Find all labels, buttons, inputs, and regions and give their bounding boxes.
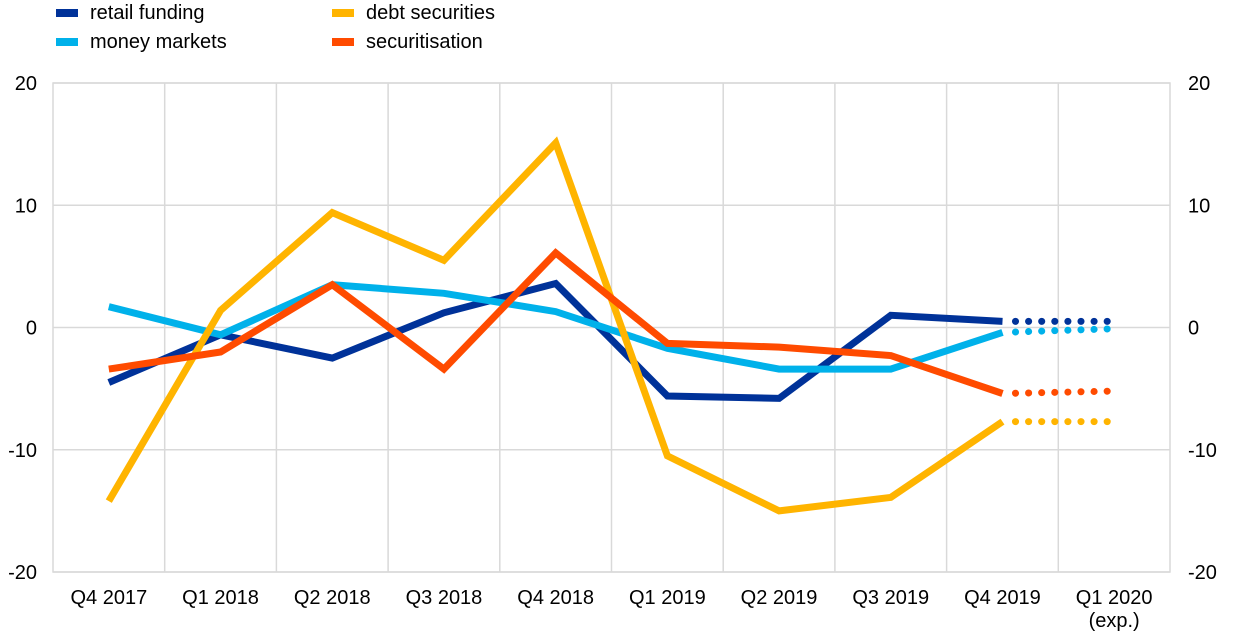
y-tick-label-left: 0	[26, 318, 37, 340]
series-expected-securitisation	[1011, 387, 1118, 397]
legend-item-money-markets: money markets	[56, 32, 227, 52]
series-line-securitisation	[108, 248, 1004, 397]
legend-item-retail-funding: retail funding	[56, 3, 205, 23]
y-tick-label-right: -20	[1188, 562, 1217, 584]
legend-label-debt-securities: debt securities	[366, 2, 495, 24]
series-line-retail-funding	[107, 279, 1003, 402]
x-tick-label: Q1 2020	[1076, 587, 1153, 609]
y-tick-label-left: 10	[15, 195, 37, 217]
legend-item-securitisation: securitisation	[332, 32, 483, 52]
legend-swatch-money-markets	[56, 38, 78, 46]
legend-item-debt-securities: debt securities	[332, 3, 495, 23]
legend-swatch-securitisation	[332, 38, 354, 46]
x-tick-sublabel: (exp.)	[1089, 610, 1140, 632]
y-tick-label-right: 10	[1188, 195, 1210, 217]
x-tick-label: Q2 2018	[294, 587, 371, 609]
series-line-money-markets	[107, 281, 1004, 373]
y-tick-label-left: -10	[8, 440, 37, 462]
y-tick-label-right: 0	[1188, 318, 1199, 340]
x-tick-label: Q1 2018	[182, 587, 259, 609]
y-tick-label-right: 20	[1188, 73, 1210, 95]
plot-frame	[52, 82, 1171, 573]
x-tick-label: Q4 2019	[964, 587, 1041, 609]
series-expected-money-markets	[1011, 325, 1118, 336]
x-tick-label: Q4 2018	[517, 587, 594, 609]
x-tick-label: Q1 2019	[629, 587, 706, 609]
y-tick-label-left: 20	[15, 73, 37, 95]
x-tick-label: Q4 2017	[70, 587, 147, 609]
series-line-debt-securities	[105, 136, 1005, 515]
x-tick-label: Q3 2018	[406, 587, 483, 609]
x-tick-label: Q2 2019	[741, 587, 818, 609]
legend-swatch-retail-funding	[56, 9, 78, 17]
legend-label-retail-funding: retail funding	[90, 2, 205, 24]
legend-label-money-markets: money markets	[90, 31, 227, 53]
y-tick-label-right: -10	[1188, 440, 1217, 462]
legend-swatch-debt-securities	[332, 9, 354, 17]
y-tick-label-left: -20	[8, 562, 37, 584]
x-tick-label: Q3 2019	[852, 587, 929, 609]
legend-label-securitisation: securitisation	[366, 31, 483, 53]
